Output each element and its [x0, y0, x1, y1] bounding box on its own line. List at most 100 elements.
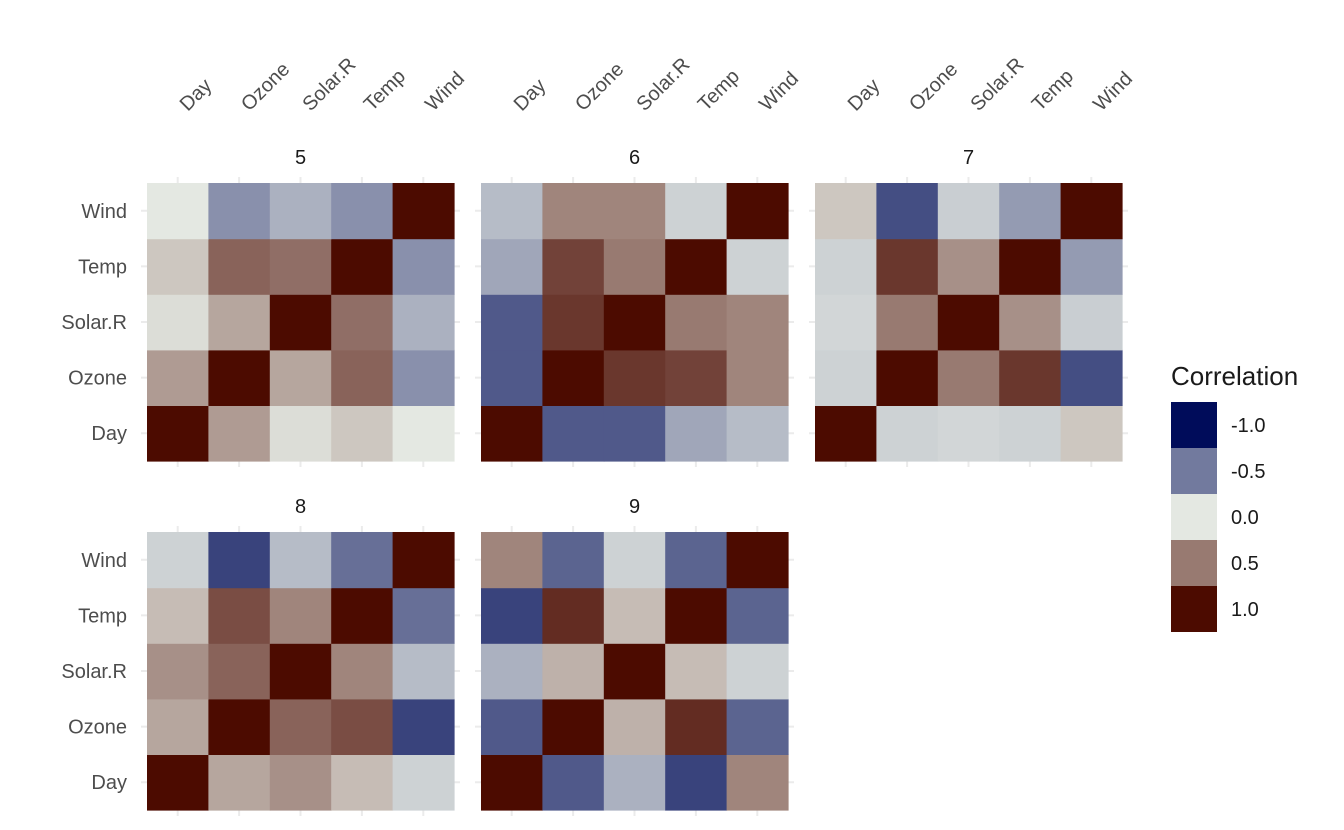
x-tick-label-day: Day: [176, 75, 217, 116]
heatmap-cell-8-ozone-solar-r: [208, 643, 271, 700]
heatmap-cell-8-solar-r-ozone: [269, 698, 332, 755]
heatmap-cell-7-day-temp: [815, 238, 877, 295]
heatmap-cell-8-temp-day: [331, 754, 394, 811]
heatmap-cell-9-ozone-temp: [542, 587, 605, 644]
heatmap-cell-5-wind-solar-r: [392, 294, 455, 351]
heatmap-cell-8-day-solar-r: [147, 643, 209, 700]
heatmap-cell-5-solar-r-temp: [269, 238, 332, 295]
heatmap-cell-7-temp-solar-r: [999, 294, 1062, 351]
heatmap-cell-7-wind-ozone: [1060, 349, 1123, 406]
legend-key-1-0: [1171, 586, 1217, 632]
heatmap-cell-6-wind-wind: [726, 183, 789, 240]
heatmap-cell-6-solar-r-temp: [603, 238, 666, 295]
heatmap-cell-7-solar-r-wind: [937, 183, 1000, 240]
heatmap-cell-7-temp-day: [999, 405, 1062, 462]
facet-label-8: 8: [295, 496, 306, 518]
heatmap-cell-8-wind-temp: [392, 587, 455, 644]
y-tick-label-wind: Wind: [81, 201, 127, 223]
x-tick-label-ozone: Ozone: [905, 58, 962, 115]
y-tick-label-day: Day: [91, 772, 127, 794]
heatmap-cell-5-ozone-day: [208, 405, 271, 462]
heatmap-cell-6-solar-r-day: [603, 405, 666, 462]
facet-label-7: 7: [963, 147, 974, 169]
heatmap-cell-9-solar-r-solar-r: [603, 643, 666, 700]
heatmap-cell-9-temp-wind: [665, 532, 728, 589]
heatmap-cell-5-ozone-solar-r: [208, 294, 271, 351]
heatmap-cell-9-day-solar-r: [481, 643, 543, 700]
x-tick-label-solar-r: Solar.R: [298, 54, 360, 116]
heatmap-cell-6-wind-temp: [726, 238, 789, 295]
heatmap-cell-7-ozone-day: [876, 405, 939, 462]
heatmap-cell-6-solar-r-wind: [603, 183, 666, 240]
x-tick-label-temp: Temp: [360, 65, 410, 115]
heatmap-cell-5-ozone-ozone: [208, 349, 271, 406]
heatmap-cell-7-solar-r-temp: [937, 238, 1000, 295]
heatmap-cell-9-solar-r-wind: [603, 532, 666, 589]
heatmap-cell-7-wind-wind: [1060, 183, 1123, 240]
heatmap-cell-7-solar-r-ozone: [937, 349, 1000, 406]
heatmap-cell-8-day-wind: [147, 532, 209, 589]
heatmap-cell-6-ozone-temp: [542, 238, 605, 295]
heatmap-cell-5-solar-r-ozone: [269, 349, 332, 406]
heatmap-cell-8-day-day: [147, 754, 209, 811]
x-tick-label-day: Day: [510, 75, 551, 116]
heatmap-cell-7-day-solar-r: [815, 294, 877, 351]
legend-label-0-0: 0.0: [1231, 507, 1259, 529]
heatmap-cell-9-day-day: [481, 754, 543, 811]
x-tick-label-wind: Wind: [1089, 68, 1137, 116]
heatmap-cell-8-ozone-day: [208, 754, 271, 811]
heatmap-cell-5-ozone-temp: [208, 238, 271, 295]
y-tick-label-ozone: Ozone: [68, 717, 127, 739]
x-tick-label-ozone: Ozone: [237, 58, 294, 115]
heatmap-cell-5-solar-r-solar-r: [269, 294, 332, 351]
heatmap-cell-9-day-ozone: [481, 698, 543, 755]
x-tick-label-day: Day: [844, 75, 885, 116]
legend-label--0-5: -0.5: [1231, 461, 1265, 483]
heatmap-cell-6-ozone-ozone: [542, 349, 605, 406]
heatmap-cell-6-wind-ozone: [726, 349, 789, 406]
heatmap-cell-5-day-day: [147, 405, 209, 462]
heatmap-cell-6-solar-r-solar-r: [603, 294, 666, 351]
x-tick-label-temp: Temp: [694, 65, 744, 115]
facet-label-9: 9: [629, 496, 640, 518]
heatmap-cell-6-day-wind: [481, 183, 543, 240]
heatmap-cell-6-temp-wind: [665, 183, 728, 240]
heatmap-cell-5-temp-ozone: [331, 349, 394, 406]
facet-panel-7: 7 Day Ozone Solar.R Temp Wind: [809, 54, 1137, 467]
heatmap-cell-6-day-temp: [481, 238, 543, 295]
heatmap-cell-9-wind-day: [726, 754, 789, 811]
heatmap-cell-5-wind-ozone: [392, 349, 455, 406]
heatmap-cell-5-temp-wind: [331, 183, 394, 240]
heatmap-cell-8-solar-r-solar-r: [269, 643, 332, 700]
heatmap-cell-6-temp-ozone: [665, 349, 728, 406]
heatmap-cell-9-ozone-wind: [542, 532, 605, 589]
heatmap-cell-9-ozone-ozone: [542, 698, 605, 755]
y-tick-label-wind: Wind: [81, 550, 127, 572]
heatmap-cell-8-wind-day: [392, 754, 455, 811]
heatmap-cell-5-day-ozone: [147, 349, 209, 406]
heatmap-cell-5-day-temp: [147, 238, 209, 295]
heatmap-cell-5-temp-day: [331, 405, 394, 462]
heatmap-cell-7-solar-r-solar-r: [937, 294, 1000, 351]
facet-panel-9: 9: [475, 496, 794, 816]
heatmap-cell-5-solar-r-day: [269, 405, 332, 462]
heatmap-cell-8-solar-r-temp: [269, 587, 332, 644]
heatmap-cell-8-ozone-wind: [208, 532, 271, 589]
heatmap-cell-7-ozone-solar-r: [876, 294, 939, 351]
x-tick-label-wind: Wind: [755, 68, 803, 116]
heatmap-cell-6-wind-solar-r: [726, 294, 789, 351]
heatmap-cell-7-temp-temp: [999, 238, 1062, 295]
heatmap-cell-9-wind-temp: [726, 587, 789, 644]
heatmap-cell-7-solar-r-day: [937, 405, 1000, 462]
y-tick-label-temp: Temp: [78, 605, 127, 627]
heatmap-cell-8-temp-temp: [331, 587, 394, 644]
heatmap-cell-8-temp-solar-r: [331, 643, 394, 700]
legend-label-0-5: 0.5: [1231, 553, 1259, 575]
y-tick-label-ozone: Ozone: [68, 368, 127, 390]
heatmap-cell-6-ozone-solar-r: [542, 294, 605, 351]
heatmap-cell-9-solar-r-temp: [603, 587, 666, 644]
heatmap-cell-8-day-temp: [147, 587, 209, 644]
heatmap-cell-9-temp-ozone: [665, 698, 728, 755]
